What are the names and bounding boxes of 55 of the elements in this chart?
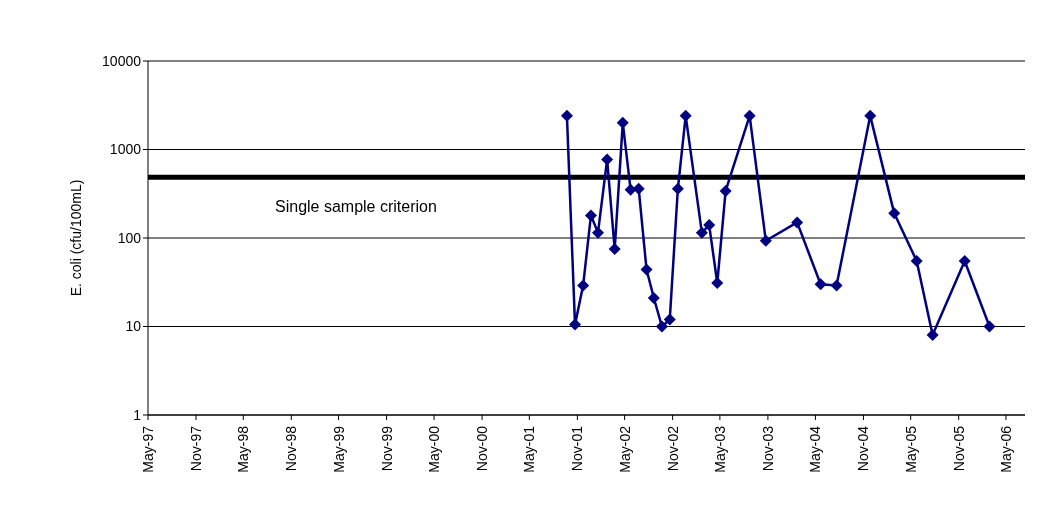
x-tick-label: May-00 — [426, 425, 443, 473]
x-tick-label: Nov-05 — [950, 425, 967, 472]
x-tick-label: Nov-02 — [664, 425, 681, 472]
point — [791, 216, 804, 229]
point — [926, 329, 939, 342]
point — [983, 320, 996, 333]
x-tick-label: May-03 — [711, 425, 728, 473]
x-tick-label: Nov-98 — [283, 425, 300, 472]
x-tick-label: May-97 — [140, 425, 156, 473]
point — [584, 209, 597, 222]
ref-line-label: Single sample criterion — [275, 198, 437, 216]
point — [663, 313, 676, 326]
point — [719, 184, 732, 197]
point — [601, 153, 614, 166]
y-tick-label: 1000 — [109, 141, 142, 158]
x-tick-label: May-04 — [807, 425, 824, 473]
point — [743, 109, 756, 122]
point — [569, 318, 582, 331]
x-tick-label: May-05 — [902, 425, 919, 473]
x-tick-label: Nov-04 — [855, 425, 872, 472]
y-tick-label: 10000 — [102, 52, 142, 69]
x-tick-label: May-02 — [616, 425, 633, 473]
x-tick-label: May-01 — [521, 425, 538, 473]
x-tick-label: Nov-97 — [188, 425, 205, 472]
y-tick-label: 100 — [117, 229, 142, 246]
y-tick-label: 10 — [125, 318, 142, 335]
y-axis-title: E. coli (cfu/100mL) — [67, 179, 84, 297]
x-tick-label: Nov-00 — [474, 425, 491, 472]
y-tick-label: 1 — [133, 406, 142, 423]
point — [560, 109, 573, 122]
point — [759, 234, 772, 247]
point — [577, 279, 590, 292]
point — [910, 254, 923, 267]
point — [640, 263, 653, 276]
x-tick-label: Nov-03 — [759, 425, 776, 472]
point — [679, 109, 692, 122]
point — [624, 183, 637, 196]
x-tick-label: May-98 — [235, 425, 252, 473]
point — [608, 243, 621, 256]
point — [647, 291, 660, 304]
point — [958, 254, 971, 267]
point — [703, 219, 716, 232]
point — [830, 279, 843, 292]
point — [814, 278, 827, 291]
point — [888, 207, 901, 220]
point — [711, 277, 724, 290]
x-tick-label: Nov-99 — [378, 425, 395, 472]
x-tick-label: May-06 — [997, 425, 1014, 473]
x-tick-label: May-99 — [330, 425, 347, 473]
point — [616, 116, 629, 129]
point — [695, 226, 708, 239]
x-tick-label: Nov-01 — [569, 425, 586, 472]
point — [671, 182, 684, 195]
point — [655, 320, 668, 333]
point — [591, 226, 604, 239]
